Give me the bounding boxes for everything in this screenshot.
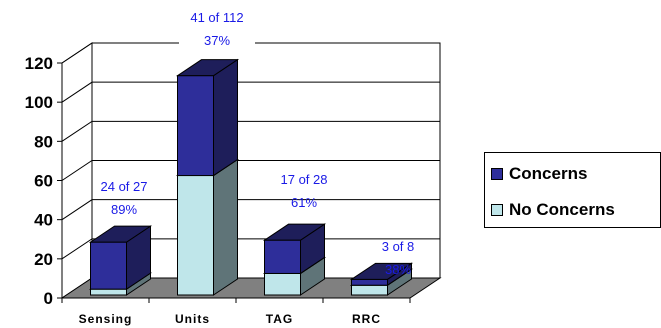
x-tick-label: Units [175, 312, 210, 326]
x-tick-label: RRC [352, 312, 381, 326]
x-tick-label: Sensing [79, 312, 133, 326]
y-tick-label: 0 [44, 289, 53, 308]
bar-units-no-concerns [177, 175, 214, 296]
y-tick-label: 40 [34, 211, 53, 230]
annotation-percent: 61% [291, 195, 317, 210]
chart-legend: Concerns No Concerns [484, 152, 661, 228]
annotation-count: 41 of 112 [190, 10, 243, 25]
gridline [61, 199, 440, 221]
annotation-count: 24 of 27 [101, 179, 148, 194]
bar-side [213, 58, 238, 177]
y-tick-label: 100 [25, 93, 53, 112]
bar-top [349, 262, 414, 280]
legend-item-concerns: Concerns [491, 164, 587, 184]
annotation-count: 17 of 28 [281, 172, 328, 187]
gridline [61, 42, 440, 64]
bar-sensing-no-concerns [90, 288, 127, 296]
annotation-percent: 38% [385, 262, 411, 277]
bar-sensing-concerns [90, 241, 127, 290]
bar-units-concerns [177, 75, 214, 177]
bar-top [175, 59, 240, 77]
bar-top [88, 225, 153, 243]
y-tick-label: 120 [25, 54, 53, 73]
bar-tag-concerns [264, 239, 301, 274]
legend-item-no-concerns: No Concerns [491, 200, 615, 220]
legend-label-concerns: Concerns [509, 164, 588, 183]
bar-rrc-no-concerns [351, 284, 388, 296]
legend-swatch-no-concerns [491, 204, 503, 216]
bar-side [213, 158, 238, 296]
y-tick-label: 20 [34, 250, 53, 269]
bar-tag-no-concerns [264, 272, 301, 296]
gridline [61, 81, 440, 103]
y-tick-label: 60 [34, 172, 53, 191]
annotation-bg [179, 8, 255, 48]
bar-rrc-concerns [351, 278, 388, 286]
floor [60, 277, 442, 299]
annotation-percent: 37% [204, 33, 230, 48]
bar-top [262, 223, 327, 241]
gridline [61, 120, 440, 142]
y-tick-label: 80 [34, 132, 53, 151]
annotation-count: 3 of 8 [382, 239, 415, 254]
x-tick-label: TAG [266, 312, 293, 326]
legend-label-no-concerns: No Concerns [509, 200, 615, 219]
gridline [61, 160, 440, 181]
legend-swatch-concerns [491, 168, 503, 180]
annotation-percent: 89% [111, 202, 137, 217]
